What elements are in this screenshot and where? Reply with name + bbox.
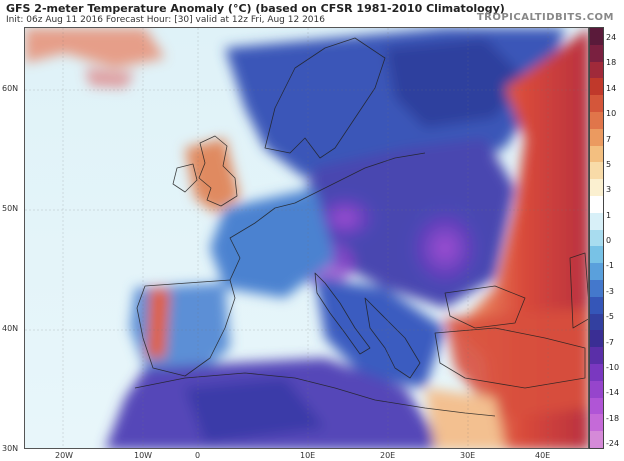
- colorbar-swatch: [590, 162, 603, 180]
- colorbar-swatch: [590, 330, 603, 348]
- colorbar-label: -14: [606, 388, 620, 398]
- lat-label-50n: 50N: [2, 204, 19, 213]
- colorbar-swatch: [590, 195, 603, 213]
- colorbar-swatch: [590, 145, 603, 163]
- colorbar-swatch: [590, 78, 603, 96]
- colorbar-swatch: [590, 246, 603, 264]
- colorbar-label: 7: [606, 134, 612, 144]
- header: GFS 2-meter Temperature Anomaly (°C) (ba…: [0, 0, 624, 27]
- colorbar-swatch: [590, 347, 603, 364]
- colorbar-swatch: [590, 363, 603, 381]
- colorbar-label: 1: [606, 210, 612, 220]
- colorbar-swatch: [590, 380, 603, 398]
- colorbar-label: 3: [606, 185, 612, 195]
- map-subtitle: Init: 06z Aug 11 2016 Forecast Hour: [30…: [6, 15, 325, 25]
- colorbar-swatch: [590, 44, 603, 62]
- brand-logo-text: TROPICALTIDBITS.COM: [476, 12, 614, 23]
- lon-label-30e: 30E: [460, 451, 476, 460]
- colorbar-swatch: [590, 179, 603, 196]
- colorbar-label: 10: [606, 109, 617, 119]
- colorbar-label: 0: [606, 236, 612, 245]
- lon-label-20e: 20E: [380, 451, 396, 460]
- lon-label-0: 0: [195, 451, 201, 460]
- colorbar-label: -7: [606, 337, 614, 347]
- colorbar-swatch: [590, 296, 603, 314]
- colorbar-swatch: [590, 263, 603, 280]
- colorbar-swatch: [590, 128, 603, 146]
- lon-label-20w: 20W: [55, 451, 74, 460]
- colorbar-label: -5: [606, 312, 614, 322]
- colorbar-swatch: [590, 313, 603, 331]
- colorbar-label: 14: [606, 83, 617, 93]
- colorbar-label: 18: [606, 58, 617, 68]
- colorbar-labels: 24 18 14 10 7 5 3 1 0 -1 -3 -5 -7 -10 -14 -18 -24: [605, 27, 624, 449]
- colorbar-label: -24: [606, 439, 620, 448]
- colorbar-label: 5: [606, 159, 612, 169]
- map-canvas: [25, 28, 588, 448]
- colorbar-swatch: [590, 61, 603, 79]
- map-title: GFS 2-meter Temperature Anomaly (°C) (ba…: [6, 2, 505, 15]
- lon-label-40e: 40E: [535, 451, 551, 460]
- colorbar-swatch: [590, 414, 603, 432]
- colorbar-label: -18: [606, 413, 620, 423]
- colorbar-label: -10: [606, 362, 620, 372]
- lat-label-40n: 40N: [2, 324, 19, 333]
- colorbar-swatch: [590, 28, 603, 45]
- lat-label-30n: 30N: [2, 444, 19, 453]
- lat-label-60n: 60N: [2, 84, 19, 93]
- colorbar-swatch: [590, 431, 603, 448]
- colorbar-label: 24: [606, 33, 617, 42]
- lon-label-10w: 10W: [134, 451, 153, 460]
- colorbar-swatch: [590, 229, 603, 247]
- colorbar-swatch: [590, 279, 603, 297]
- colorbar-swatch: [590, 111, 603, 129]
- colorbar-label: -3: [606, 286, 614, 296]
- lon-label-10e: 10E: [300, 451, 316, 460]
- colorbar-label: -1: [606, 261, 614, 271]
- anomaly-map: [24, 27, 589, 449]
- colorbar-swatch: [590, 212, 603, 230]
- colorbar: [589, 27, 604, 449]
- colorbar-swatch: [590, 95, 603, 112]
- colorbar-swatch: [590, 397, 603, 415]
